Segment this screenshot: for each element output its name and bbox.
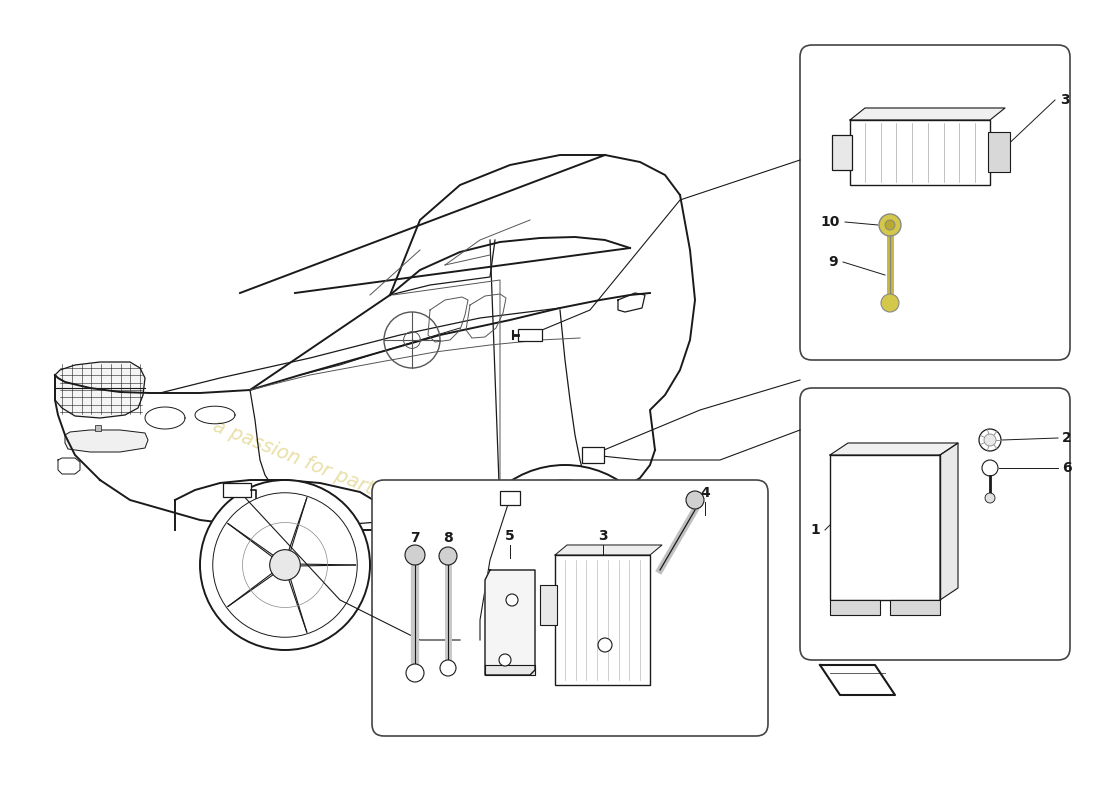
Circle shape bbox=[270, 550, 300, 580]
Text: 6: 6 bbox=[1062, 461, 1071, 475]
Circle shape bbox=[405, 545, 425, 565]
Circle shape bbox=[465, 465, 666, 665]
Polygon shape bbox=[830, 443, 958, 455]
Polygon shape bbox=[65, 430, 148, 452]
Circle shape bbox=[979, 429, 1001, 451]
Circle shape bbox=[886, 220, 895, 230]
Bar bbox=[223, 483, 251, 497]
Polygon shape bbox=[485, 570, 535, 675]
Bar bbox=[830, 455, 940, 600]
Circle shape bbox=[881, 294, 899, 312]
Circle shape bbox=[499, 654, 512, 666]
Text: 1: 1 bbox=[811, 523, 819, 537]
Circle shape bbox=[200, 480, 370, 650]
Text: a passion for parts since 1955: a passion for parts since 1955 bbox=[210, 416, 491, 544]
Bar bbox=[518, 329, 542, 341]
Text: 5: 5 bbox=[505, 529, 515, 543]
Circle shape bbox=[439, 547, 456, 565]
Polygon shape bbox=[820, 665, 895, 695]
Circle shape bbox=[506, 594, 518, 606]
Bar bbox=[556, 555, 650, 685]
Text: 7: 7 bbox=[410, 531, 420, 545]
Circle shape bbox=[598, 638, 612, 652]
Polygon shape bbox=[55, 362, 145, 418]
Circle shape bbox=[440, 660, 456, 676]
Bar bbox=[582, 447, 604, 463]
FancyBboxPatch shape bbox=[372, 480, 768, 736]
Polygon shape bbox=[556, 545, 662, 555]
Bar bbox=[988, 132, 1010, 172]
Polygon shape bbox=[940, 443, 958, 600]
Text: 10: 10 bbox=[821, 215, 840, 229]
FancyBboxPatch shape bbox=[800, 45, 1070, 360]
Circle shape bbox=[406, 664, 424, 682]
Circle shape bbox=[547, 547, 583, 583]
Bar bbox=[832, 135, 852, 170]
Bar bbox=[890, 600, 940, 615]
Polygon shape bbox=[485, 665, 535, 675]
Bar bbox=[830, 600, 880, 615]
Text: 2: 2 bbox=[1062, 431, 1071, 445]
Circle shape bbox=[879, 214, 901, 236]
Text: 4: 4 bbox=[700, 486, 710, 500]
FancyBboxPatch shape bbox=[800, 388, 1070, 660]
Text: 8: 8 bbox=[443, 531, 453, 545]
Text: ELICOTTERI: ELICOTTERI bbox=[861, 46, 1059, 74]
Circle shape bbox=[686, 491, 704, 509]
Text: 3: 3 bbox=[598, 529, 608, 543]
Circle shape bbox=[982, 460, 998, 476]
Polygon shape bbox=[850, 108, 1005, 120]
Text: 9: 9 bbox=[828, 255, 838, 269]
Bar bbox=[850, 120, 990, 185]
Circle shape bbox=[984, 493, 996, 503]
Bar bbox=[500, 491, 520, 505]
Circle shape bbox=[984, 434, 996, 446]
Text: 3: 3 bbox=[1060, 93, 1069, 107]
Bar bbox=[540, 585, 557, 625]
